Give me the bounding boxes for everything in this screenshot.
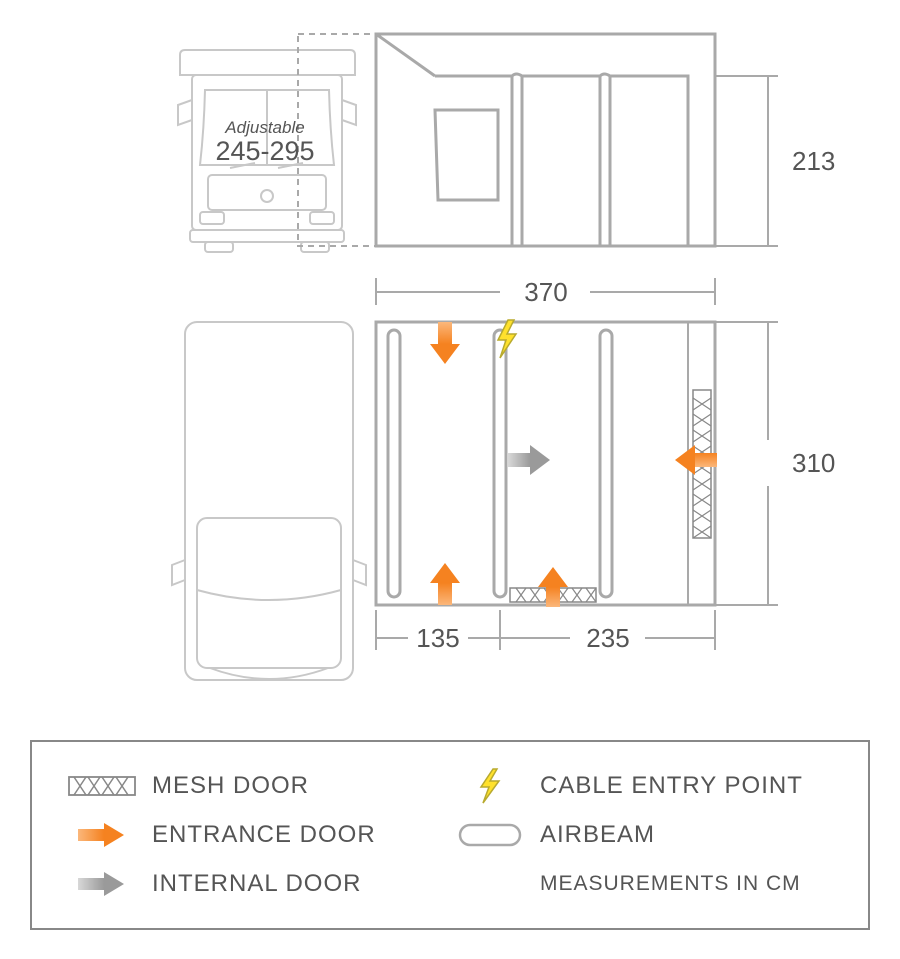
legend-cable: CABLE ENTRY POINT [450, 767, 838, 805]
legend-internal-label: INTERNAL DOOR [152, 870, 361, 898]
legend-units: MEASUREMENTS IN CM [450, 872, 838, 896]
legend-internal: INTERNAL DOOR [62, 869, 450, 899]
dim-310 [715, 322, 778, 605]
legend-mesh-label: MESH DOOR [152, 772, 309, 800]
entrance-door-icon [62, 820, 142, 850]
diagram-svg: Adjustable 245-295 213 [0, 0, 900, 720]
legend-entrance-label: ENTRANCE DOOR [152, 821, 376, 849]
plan-view: 310 135 235 [172, 320, 835, 680]
dim-213-text: 213 [792, 146, 835, 176]
airbeam-icon [450, 823, 530, 847]
side-elevation: Adjustable 245-295 213 [178, 34, 835, 307]
mesh-door-icon [62, 776, 142, 796]
awning-side [376, 34, 715, 246]
adjustable-label: Adjustable [224, 118, 304, 137]
dim-135-text: 135 [416, 623, 459, 653]
cable-entry-point-icon [450, 767, 530, 805]
vehicle-top [172, 322, 366, 680]
adjustable-dim: 245-295 [215, 136, 314, 166]
internal-arrow [508, 445, 550, 475]
legend-cable-label: CABLE ENTRY POINT [540, 772, 803, 800]
legend-airbeam: AIRBEAM [450, 821, 838, 849]
dim-310-text: 310 [792, 448, 835, 478]
legend-entrance: ENTRANCE DOOR [62, 820, 450, 850]
legend-airbeam-label: AIRBEAM [540, 821, 655, 849]
awning-plan [376, 322, 715, 605]
internal-door-icon [62, 869, 142, 899]
legend-box: MESH DOOR CABLE ENTRY POINT ENTRANCE DOO… [30, 740, 870, 930]
legend-mesh: MESH DOOR [62, 772, 450, 800]
dim-213 [714, 76, 778, 246]
dim-370-text: 370 [524, 277, 567, 307]
legend-units-label: MEASUREMENTS IN CM [540, 872, 801, 896]
dim-235-text: 235 [586, 623, 629, 653]
diagram-area: Adjustable 245-295 213 [0, 0, 900, 720]
entrance-arrow-tl [430, 322, 460, 364]
legend-grid: MESH DOOR CABLE ENTRY POINT ENTRANCE DOO… [62, 762, 838, 908]
entrance-arrow-bl [430, 563, 460, 605]
